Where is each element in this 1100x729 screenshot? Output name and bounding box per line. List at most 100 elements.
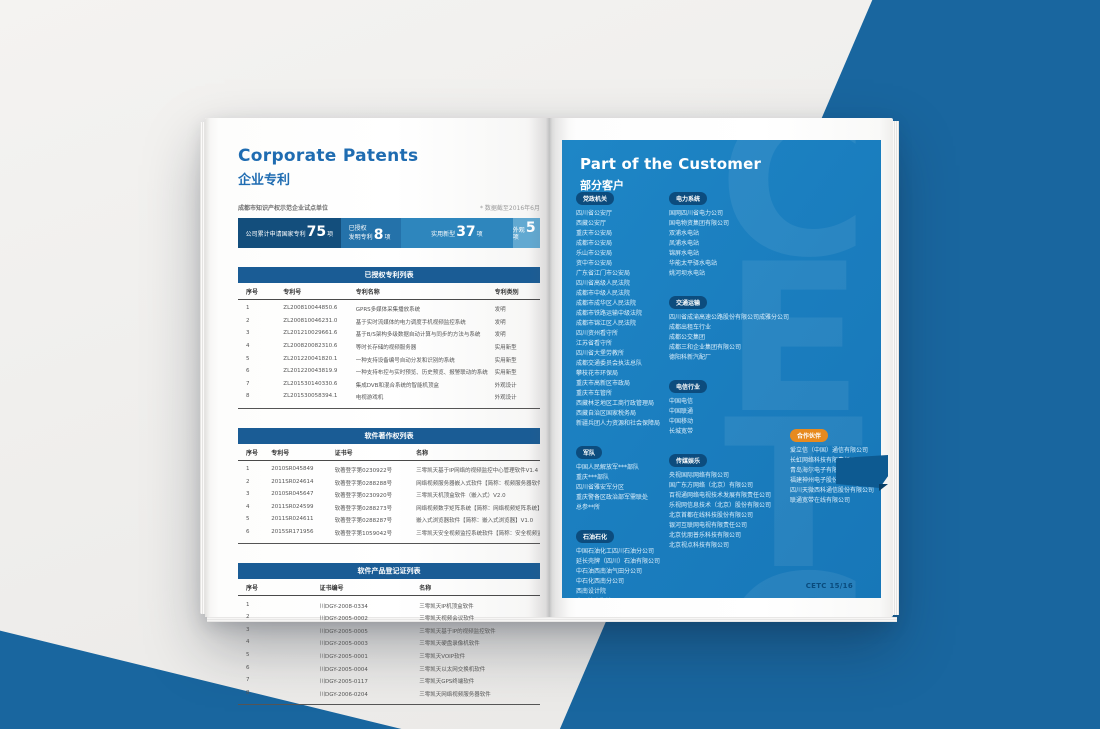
software-product-registration-table: 软件产品登记证列表 序号 证书编号 名称 1 川DGY-2008-0334 三零凯天IP机顶… (238, 563, 540, 706)
stats-bar: 公司累计申请国家专利75项 已授权 发明专利8项 实用新型37项 外观5项 (238, 218, 540, 248)
customer-section: 电力系统 国网四川省电力公司 国电物资集团有限公司 双浦水电站 凤浦水电站 锦屏水电站 华能… (669, 186, 787, 279)
table-cell: 川DGY-2005-0001 (319, 653, 368, 660)
table-cell: 川DGY-2005-0002 (319, 616, 368, 623)
customer-item: 银河互联网电视有限责任公司 (669, 522, 748, 529)
right-page-title-zh: 部分客户 (580, 179, 624, 192)
customer-item: 北京优朋普乐科技有限公司 (669, 532, 742, 539)
table-header-row: 序号 专利号 专利名称 专利类别 (238, 283, 540, 300)
customer-item: 成都公交集团 (669, 334, 706, 341)
table-cell: 三零凯天网络视频服务器软件 (419, 691, 491, 698)
table-header-row: 序号 专利号 证书号 名称 (238, 444, 540, 461)
table-cell: 软著登字第0230922号 (334, 468, 393, 475)
customer-item: 中国电信 (669, 398, 694, 405)
customer-item: 攀枝花市环保局 (576, 370, 619, 377)
column-header: 名称 (416, 449, 429, 457)
customer-item: 中石油西南油气田分公司 (576, 568, 643, 575)
column-header: 序号 (246, 289, 259, 296)
right-page: CETC Part of the Customer 部分客户 党政机关四川省公安… (549, 118, 893, 617)
stat-label: 实用新型 (431, 230, 456, 238)
table-cell: 3 (246, 626, 250, 633)
table-cell: 外观设计 (494, 395, 517, 402)
table-cell: 1 (246, 466, 250, 473)
stat-text: 外观5项 (513, 221, 540, 241)
page-edges-right (893, 121, 899, 615)
table-row: 8 川DGY-2006-0204 三零凯天网络视频服务器软件 (238, 687, 540, 700)
customer-column-3: 合作伙伴 爱立信（中国）通信有限公司 长虹网络科技有限责任公司 青岛海尔电子有限公司福… (790, 423, 878, 517)
table-row: 5 2011SR024611 软著登字第0288287号 嵌入式浏览器软件【简称：嵌入… (238, 514, 540, 527)
table-cell: 8 (246, 393, 250, 400)
customer-item: 中国石油化工四川石油分公司 (576, 548, 655, 555)
table-cell: ZL200810044850.6 (283, 305, 338, 312)
customer-item: 双浦水电站 (669, 230, 700, 237)
category-badge: 交通运输 (669, 296, 708, 309)
table-cell: 6 (246, 368, 250, 375)
table-cell: 实用新型 (494, 370, 517, 377)
table-cell: 实用新型 (494, 357, 517, 364)
customer-item: 爱立信（中国）通信有限公司 (790, 447, 869, 454)
table-cell: 2011SR024599 (271, 503, 314, 510)
customer-item: 成都市铁路运输中级法院 (576, 310, 643, 317)
customer-item: 乐视网信息技术（北京）股份有限公司 (669, 502, 772, 509)
table-cell: 三零凯天视频会议软件 (419, 616, 475, 623)
customer-item: 四川省高级人民法院 (576, 280, 631, 287)
stat-unit: 项 (384, 234, 391, 241)
table-row: 3 2010SR045647 软著登字第0230920号 三零凯天机顶盒软件（嵌入式）… (238, 489, 540, 502)
customer-section: 电信行业 中国电信 中国联通 中国移动 长城宽带 (669, 374, 787, 437)
table-row: 2 2011SR024614 软著登字第0288288号 网络视频服务器嵌入式软件【简… (238, 476, 540, 489)
customer-item: 四川省公安厅 (576, 210, 613, 217)
table-cell: 外观设计 (494, 382, 517, 389)
table-row: 1 2010SR045849 软著登字第0230922号 三零凯天基于IP网络的视频监… (238, 464, 540, 477)
page-edges-bottom (207, 617, 897, 622)
table-cell: 三零凯天机顶盒软件（嵌入式）V2.0 (416, 493, 506, 500)
stat-label: 公司累计申请国家专利 (245, 230, 306, 238)
customer-item: 成都市成华区人民法院 (576, 300, 637, 307)
table-cell: 等时长存储的视频服务器 (355, 345, 417, 352)
table-row: 8 ZL201530058394.1 电视游戏机 外观设计 (238, 391, 540, 404)
stat-segment: 实用新型37项 (401, 218, 513, 248)
stat-value: 8 (373, 227, 384, 243)
table-cell: 嵌入式浏览器软件【简称：嵌入式浏览器】V1.0 (416, 518, 534, 525)
table-cell: 8 (246, 689, 250, 696)
column-header: 证书编号 (319, 585, 344, 593)
table-cell: 发明 (494, 332, 506, 339)
customer-item: 重庆市高新区市政局 (576, 380, 631, 387)
table-cell: 4 (246, 343, 250, 350)
software-copyright-table: 软件著作权列表 序号 专利号 证书号 名称 1 2010SR045849 软著登字第02309… (238, 427, 540, 545)
customer-item: 中石化西南分公司 (576, 578, 625, 585)
customer-item: 总参**所 (576, 504, 601, 511)
table-cell: 川DGY-2008-0334 (319, 603, 368, 610)
table-row: 7 ZL201530140330.6 集成DVB和混合系统的智能机顶盒 外观设计 (238, 379, 540, 392)
customer-item: 青岛海尔电子有限公司 (790, 467, 851, 474)
customer-item: 成都交通委员会执法总队 (576, 360, 643, 367)
table-cell: 三零凯天基于IP的视频监控软件 (419, 628, 496, 635)
stat-unit: 项 (327, 230, 334, 238)
table-row: 4 川DGY-2005-0003 三零凯天硬盘录像机软件 (238, 637, 540, 650)
table-cell: 2015SR171956 (271, 529, 314, 536)
table-row: 7 川DGY-2005-0117 三零凯天GPS终端软件 (238, 675, 540, 688)
customer-item: 重庆市车管所 (576, 390, 613, 397)
page-edges-left (200, 122, 205, 614)
customer-item: 联通宽带在线有限公司 (790, 497, 851, 504)
customer-item: 中国联通 (669, 408, 694, 415)
customer-item: 国电物资集团有限公司 (669, 220, 730, 227)
table-cell: 软著登字第0288288号 (334, 480, 393, 487)
stat-text: 实用新型37项 (431, 225, 483, 239)
customer-item: 重庆市公安局 (576, 230, 613, 237)
stat-value: 37 (456, 223, 476, 240)
table-cell: 2 (246, 614, 250, 621)
category-badge: 石油石化 (576, 530, 615, 543)
column-header: 专利号 (271, 449, 290, 457)
customer-item: 长城宽带 (669, 428, 694, 435)
table-row: 2 川DGY-2005-0002 三零凯天视频会议软件 (238, 612, 540, 625)
table-cell: 三零凯天GPS终端软件 (419, 679, 475, 686)
table-cell: 川DGY-2005-0117 (319, 679, 368, 686)
column-header: 专利类别 (494, 289, 519, 296)
table-cell: 川DGY-2005-0004 (319, 666, 368, 673)
table-cell: 川DGY-2005-0003 (319, 641, 368, 648)
table-cell: 6 (246, 664, 250, 671)
table-body: 1 ZL200810044850.6 GPRS多媒体采集播放系统 发明 2 ZL20081… (238, 300, 540, 409)
customer-item: 成都三和企业集团有限公司 (669, 344, 742, 351)
customer-item: 成都出租车行业 (669, 324, 712, 331)
stat-label: 已授权 (348, 225, 367, 232)
stat-text: 已授权 发明专利8项 (348, 225, 391, 243)
